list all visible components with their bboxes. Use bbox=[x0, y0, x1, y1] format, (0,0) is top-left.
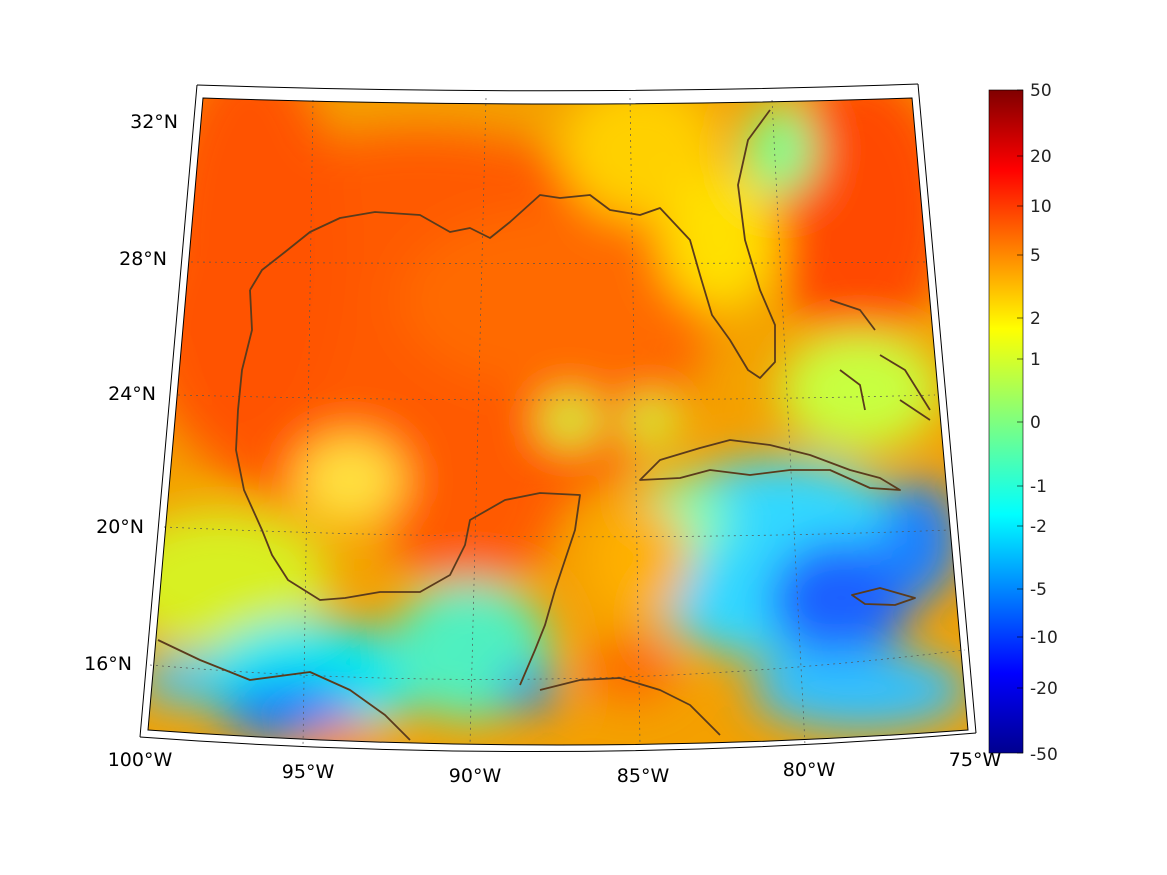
lon-label-95w: 95°W bbox=[282, 761, 335, 783]
colorbar-tick-label: 0 bbox=[1030, 413, 1041, 433]
lon-label-90w: 90°W bbox=[449, 765, 502, 787]
coastlines bbox=[157, 109, 931, 741]
lat-label-28n: 28°N bbox=[119, 248, 167, 270]
lat-label-32n: 32°N bbox=[130, 111, 178, 133]
bahamas bbox=[829, 299, 931, 421]
colorbar-tick-label: 20 bbox=[1030, 147, 1052, 167]
lat-label-20n: 20°N bbox=[96, 516, 144, 538]
lat-label-16n: 16°N bbox=[84, 653, 132, 675]
hispaniola-jamaica bbox=[851, 587, 916, 606]
gulf-coast bbox=[249, 109, 776, 379]
lat-label-24n: 24°N bbox=[108, 383, 156, 405]
colorbar-tick-label: 2 bbox=[1030, 309, 1041, 329]
map-frame bbox=[139, 83, 977, 753]
latitude-labels: 16°N 20°N 24°N 28°N 32°N bbox=[84, 111, 178, 675]
cuba bbox=[639, 439, 901, 491]
parallel-24n bbox=[177, 394, 936, 401]
colorbar-gradient bbox=[988, 89, 1024, 754]
colorbar-tick-label: 10 bbox=[1030, 197, 1052, 217]
colorbar-tick-label: -1 bbox=[1030, 477, 1047, 497]
parallel-16n bbox=[149, 649, 966, 680]
central-america-coast bbox=[539, 677, 721, 736]
colorbar-tick-label: -20 bbox=[1030, 679, 1058, 699]
colorbar-tick-label: 50 bbox=[1030, 81, 1052, 101]
lon-label-80w: 80°W bbox=[783, 759, 836, 781]
colorbar-tick-label: -2 bbox=[1030, 517, 1047, 537]
lon-label-75w: 75°W bbox=[949, 749, 1002, 771]
longitude-labels: 100°W 95°W 90°W 85°W 80°W 75°W bbox=[108, 749, 1002, 787]
lon-label-100w: 100°W bbox=[108, 749, 173, 771]
colorbar-tick-label: -5 bbox=[1030, 580, 1047, 600]
colorbar-tick-label: -10 bbox=[1030, 628, 1058, 648]
lon-label-85w: 85°W bbox=[617, 765, 670, 787]
pacific-coast bbox=[157, 639, 411, 741]
graticule bbox=[149, 97, 966, 746]
parallel-20n bbox=[163, 526, 951, 538]
mexico-coast bbox=[235, 289, 581, 686]
colorbar-tick-label: 5 bbox=[1030, 246, 1041, 266]
colorbar-tick-label: -50 bbox=[1030, 745, 1058, 765]
data-field bbox=[148, 98, 968, 745]
colorbar-tick-label: 1 bbox=[1030, 350, 1041, 370]
